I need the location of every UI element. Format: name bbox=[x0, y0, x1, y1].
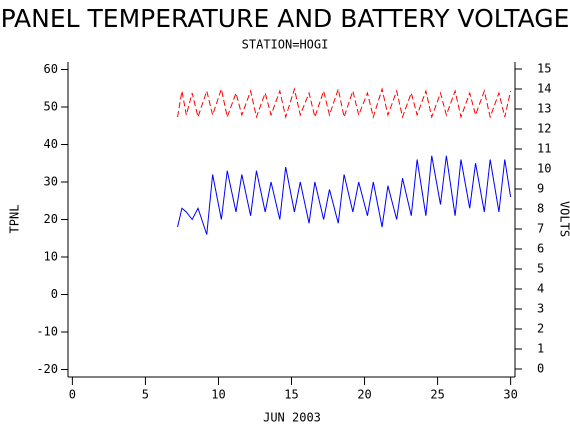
y2-axis-label: VOLTS bbox=[558, 201, 570, 237]
line-series bbox=[177, 87, 512, 119]
y2-tick-label: 0 bbox=[537, 362, 544, 376]
y2-tick-label: 13 bbox=[537, 102, 551, 116]
y2-tick-label: 7 bbox=[537, 222, 544, 236]
x-tick-label: 25 bbox=[430, 388, 444, 402]
y-axis-label: TPNL bbox=[8, 205, 22, 234]
y2-tick-label: 10 bbox=[537, 162, 551, 176]
y-tick-label: -10 bbox=[36, 325, 58, 339]
y2-tick-label: 5 bbox=[537, 262, 544, 276]
x-tick-label: 10 bbox=[211, 388, 225, 402]
y2-tick-label: 14 bbox=[537, 82, 551, 96]
y2-tick-label: 3 bbox=[537, 302, 544, 316]
y2-tick-label: 12 bbox=[537, 122, 551, 136]
y-tick-label: 20 bbox=[44, 212, 58, 226]
y-tick-label: 10 bbox=[44, 250, 58, 264]
y2-tick-label: 1 bbox=[537, 342, 544, 356]
x-tick-label: 5 bbox=[142, 388, 149, 402]
y2-tick-label: 4 bbox=[537, 282, 544, 296]
x-tick-label: 30 bbox=[503, 388, 517, 402]
x-axis-label: JUN 2003 bbox=[263, 411, 321, 425]
y-tick-label: 50 bbox=[44, 100, 58, 114]
y-tick-label: 30 bbox=[44, 175, 58, 189]
y2-tick-label: 9 bbox=[537, 182, 544, 196]
y2-tick-label: 8 bbox=[537, 202, 544, 216]
y2-tick-label: 6 bbox=[537, 242, 544, 256]
x-tick-label: 20 bbox=[357, 388, 371, 402]
y-tick-label: -20 bbox=[36, 362, 58, 376]
y-tick-label: 60 bbox=[44, 62, 58, 76]
y2-tick-label: 15 bbox=[537, 62, 551, 76]
y2-tick-label: 11 bbox=[537, 142, 551, 156]
line-series bbox=[177, 155, 512, 235]
x-tick-label: 15 bbox=[284, 388, 298, 402]
y-tick-label: 40 bbox=[44, 137, 58, 151]
y2-tick-label: 2 bbox=[537, 322, 544, 336]
chart-subtitle: STATION=HOGI bbox=[242, 38, 329, 52]
y-tick-label: 0 bbox=[51, 287, 58, 301]
x-tick-label: 0 bbox=[69, 388, 76, 402]
chart-title: PANEL TEMPERATURE AND BATTERY VOLTAGE bbox=[1, 4, 570, 33]
